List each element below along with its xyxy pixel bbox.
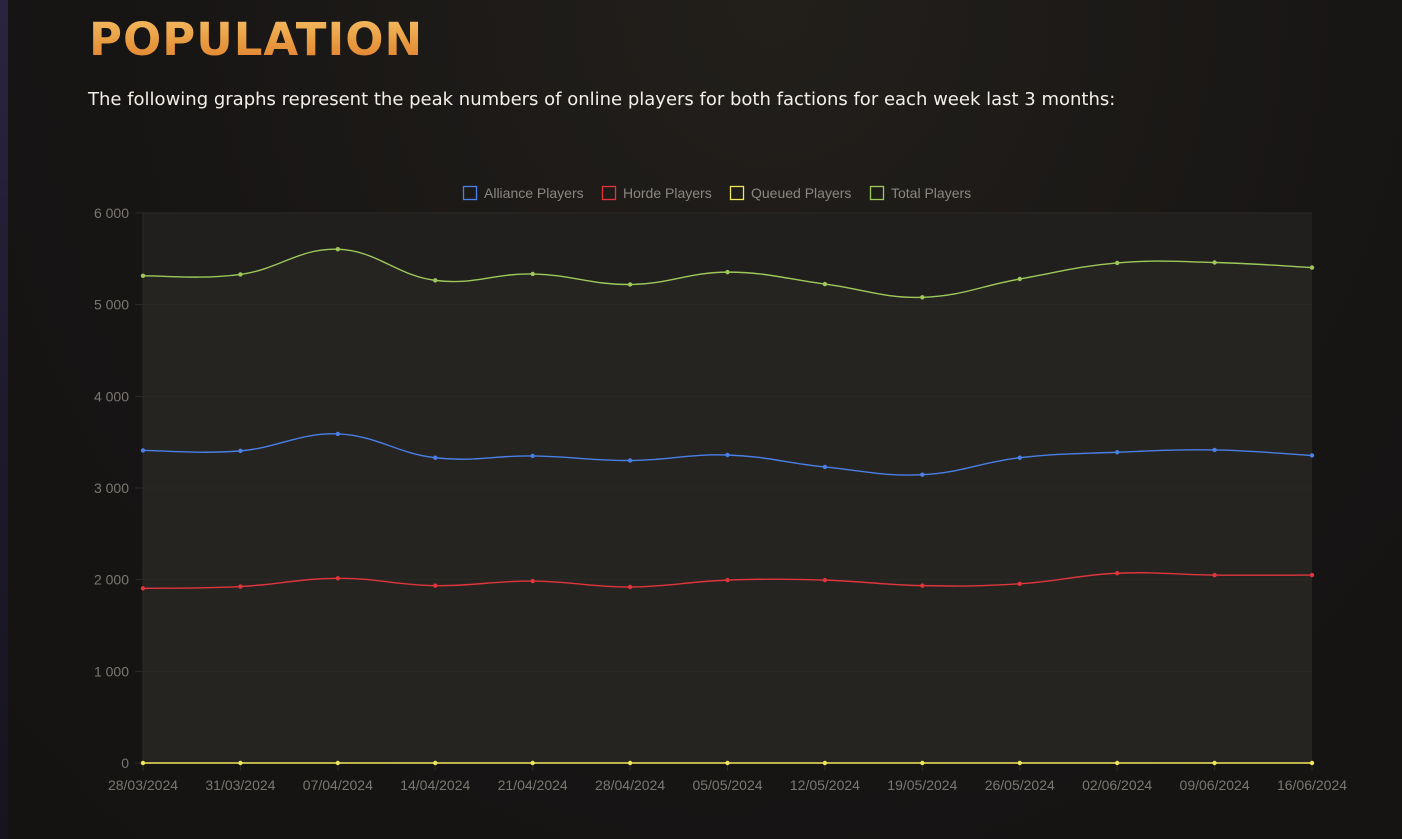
data-point-horde-players[interactable] xyxy=(335,576,341,581)
data-point-total-players[interactable] xyxy=(822,281,828,287)
x-tick-label: 21/04/2024 xyxy=(498,777,568,793)
data-point-total-players[interactable] xyxy=(920,295,925,300)
y-tick-label: 0 xyxy=(121,755,129,771)
series-alliance-players xyxy=(140,431,1315,477)
series-total-players xyxy=(140,247,1315,763)
x-tick-label: 09/06/2024 xyxy=(1180,777,1250,793)
data-point-queued-players[interactable] xyxy=(335,760,341,766)
x-tick-label: 19/05/2024 xyxy=(887,777,957,793)
x-axis-ticks: 28/03/2024 31/03/2024 07/04/2024 14/04/2024… xyxy=(108,763,1347,793)
series-horde-players xyxy=(140,571,1315,591)
data-point-horde-players[interactable] xyxy=(1017,581,1022,586)
data-point-queued-players[interactable] xyxy=(1017,760,1022,766)
data-point-queued-players[interactable] xyxy=(530,760,535,766)
legend-label: Horde Players xyxy=(623,185,712,201)
data-point-alliance-players[interactable] xyxy=(1114,450,1120,455)
data-point-alliance-players[interactable] xyxy=(530,453,535,459)
data-point-alliance-players[interactable] xyxy=(140,448,146,453)
x-tick-label: 07/04/2024 xyxy=(303,777,373,793)
data-point-queued-players[interactable] xyxy=(433,760,438,766)
series-group xyxy=(140,247,1315,766)
legend-label: Alliance Players xyxy=(484,185,584,201)
legend: Alliance Players Horde Players Queued Play… xyxy=(462,185,972,201)
y-tick-label: 5 000 xyxy=(94,297,129,313)
data-point-total-players[interactable] xyxy=(335,247,341,252)
data-point-alliance-players[interactable] xyxy=(238,448,243,454)
legend-swatch xyxy=(729,185,745,201)
data-point-total-players[interactable] xyxy=(725,269,730,275)
data-point-total-players[interactable] xyxy=(1309,265,1315,270)
data-point-horde-players[interactable] xyxy=(627,584,633,590)
data-point-alliance-players[interactable] xyxy=(433,455,438,460)
data-point-queued-players[interactable] xyxy=(238,760,243,766)
x-tick-label: 02/06/2024 xyxy=(1082,777,1152,793)
data-point-horde-players[interactable] xyxy=(140,586,146,591)
data-point-alliance-players[interactable] xyxy=(627,458,633,463)
legend-item-total-players[interactable]: Total Players xyxy=(869,185,972,201)
data-point-queued-players[interactable] xyxy=(1309,760,1315,766)
data-point-queued-players[interactable] xyxy=(627,760,633,766)
data-point-queued-players[interactable] xyxy=(725,760,730,766)
y-tick-label: 3 000 xyxy=(94,480,129,496)
data-point-total-players[interactable] xyxy=(1114,260,1120,266)
x-tick-label: 28/03/2024 xyxy=(108,777,178,793)
data-point-queued-players[interactable] xyxy=(140,760,146,766)
legend-swatch xyxy=(869,185,885,201)
legend-swatch xyxy=(462,185,478,201)
x-tick-label: 12/05/2024 xyxy=(790,777,860,793)
data-point-total-players[interactable] xyxy=(1017,276,1022,282)
legend-item-queued-players[interactable]: Queued Players xyxy=(729,185,852,201)
legend-item-horde-players[interactable]: Horde Players xyxy=(601,185,712,201)
data-point-total-players[interactable] xyxy=(238,272,243,277)
y-axis-ticks: 0 1 000 2 000 3 000 4 000 5 000 6 000 xyxy=(94,205,129,771)
y-tick-label: 6 000 xyxy=(94,205,129,221)
data-point-alliance-players[interactable] xyxy=(920,472,925,477)
data-point-horde-players[interactable] xyxy=(238,584,243,589)
legend-swatch xyxy=(601,185,617,201)
data-point-queued-players[interactable] xyxy=(1212,760,1217,766)
data-point-horde-players[interactable] xyxy=(1309,572,1315,578)
x-tick-label: 26/05/2024 xyxy=(985,777,1055,793)
data-point-horde-players[interactable] xyxy=(822,577,828,583)
y-tick-label: 4 000 xyxy=(94,388,129,404)
x-tick-label: 31/03/2024 xyxy=(205,777,275,793)
data-point-total-players[interactable] xyxy=(433,278,438,283)
data-point-horde-players[interactable] xyxy=(1212,572,1217,578)
data-point-queued-players[interactable] xyxy=(1114,760,1120,766)
legend-label: Queued Players xyxy=(751,185,851,201)
x-tick-label: 05/05/2024 xyxy=(692,777,762,793)
intro-text: The following graphs represent the peak … xyxy=(88,89,1116,110)
x-tick-label: 14/04/2024 xyxy=(400,777,470,793)
data-point-alliance-players[interactable] xyxy=(1309,453,1315,458)
y-tick-label: 1 000 xyxy=(94,663,129,679)
data-point-queued-players[interactable] xyxy=(822,760,828,766)
data-point-horde-players[interactable] xyxy=(1114,571,1120,576)
data-point-alliance-players[interactable] xyxy=(1017,455,1022,460)
data-point-horde-players[interactable] xyxy=(433,583,438,588)
data-point-horde-players[interactable] xyxy=(530,578,535,584)
data-point-alliance-players[interactable] xyxy=(335,431,341,437)
data-point-horde-players[interactable] xyxy=(920,583,925,588)
series-queued-players xyxy=(140,760,1315,766)
data-point-horde-players[interactable] xyxy=(725,577,730,583)
x-tick-label: 16/06/2024 xyxy=(1277,777,1347,793)
legend-label: Total Players xyxy=(891,185,971,201)
data-point-total-players[interactable] xyxy=(1212,260,1217,265)
left-edge-strip xyxy=(0,0,8,839)
data-point-alliance-players[interactable] xyxy=(822,464,828,470)
series-area-total xyxy=(143,249,1312,763)
legend-item-alliance-players[interactable]: Alliance Players xyxy=(462,185,584,201)
data-point-alliance-players[interactable] xyxy=(725,452,730,458)
x-tick-label: 28/04/2024 xyxy=(595,777,665,793)
page-title: POPULATION xyxy=(89,13,424,66)
data-point-total-players[interactable] xyxy=(627,282,633,287)
data-point-total-players[interactable] xyxy=(140,273,146,278)
data-point-queued-players[interactable] xyxy=(920,760,925,766)
y-tick-label: 2 000 xyxy=(94,572,129,588)
data-point-alliance-players[interactable] xyxy=(1212,447,1217,453)
data-point-total-players[interactable] xyxy=(530,271,535,277)
